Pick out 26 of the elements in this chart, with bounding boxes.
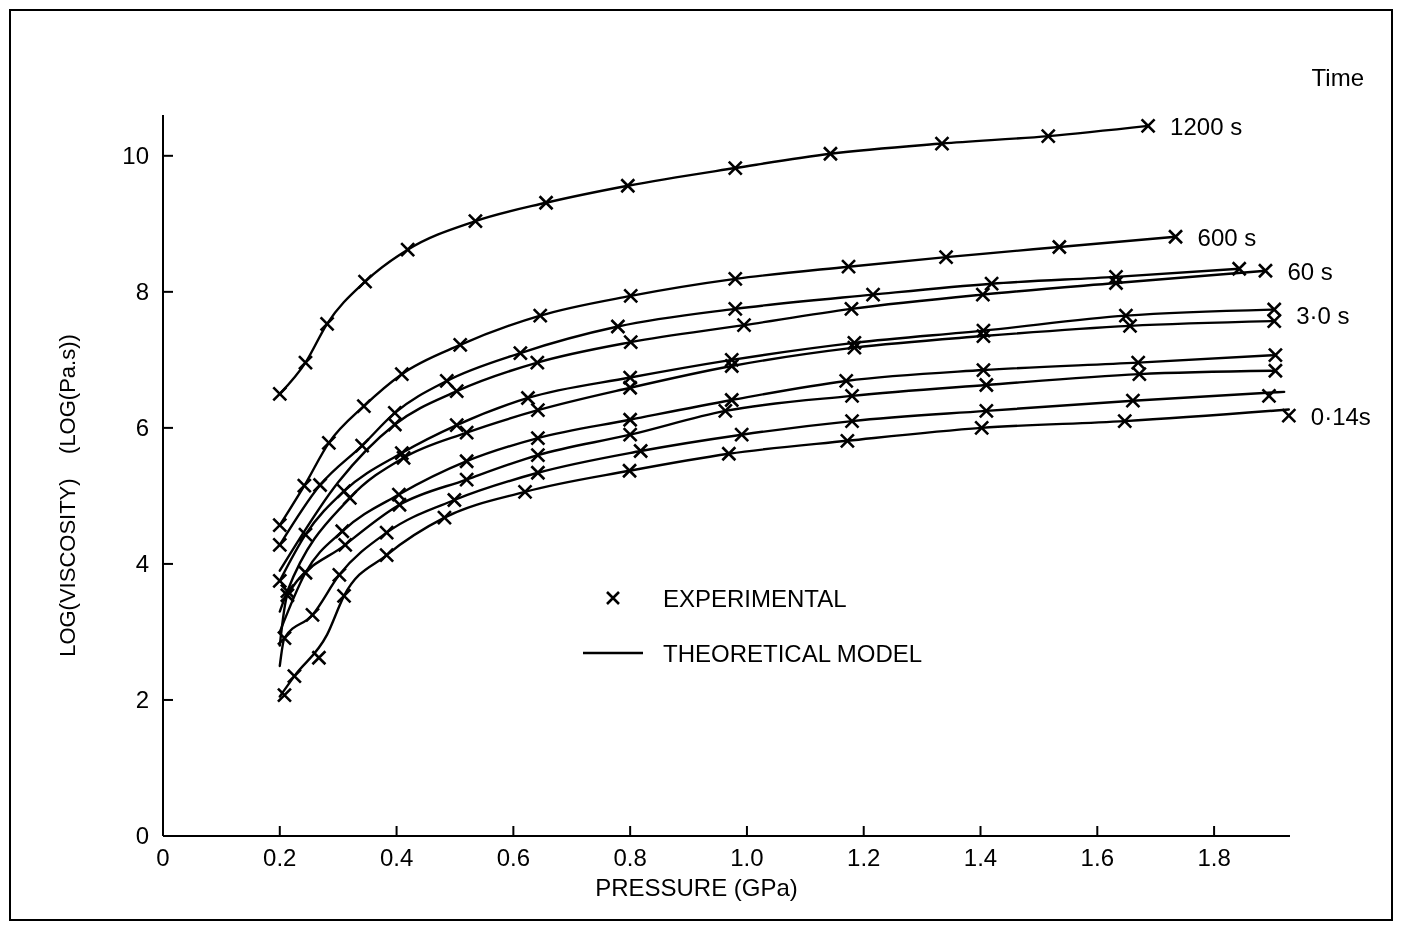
x-tick-label: 1.0 — [730, 844, 764, 871]
annotation: 600 s — [1197, 223, 1257, 251]
annotation: 3·0 s — [1296, 301, 1350, 329]
x-tick-label: 0.8 — [613, 844, 647, 871]
text: Time — [1311, 64, 1364, 91]
annotation: 0·14s — [1310, 402, 1371, 430]
x-tick-label: 0.2 — [263, 844, 297, 871]
x-tick-label: 1.6 — [1080, 844, 1114, 871]
x-tick-label: 0.6 — [496, 844, 531, 871]
x-tick-label: 1.8 — [1197, 844, 1231, 871]
annotation: 1200 s — [1170, 112, 1243, 140]
x-tick-label: 0 — [156, 844, 170, 871]
y-tick-label: 2 — [135, 685, 149, 713]
x-tick-label: 0.4 — [379, 844, 414, 871]
y-axis-title: LOG(VISCOSITY) (LOG(Pa.s)) — [55, 334, 80, 657]
y-tick-label: 0 — [135, 822, 149, 849]
y-tick-label: 8 — [135, 277, 149, 305]
x-tick-label: 1.2 — [847, 844, 881, 871]
legend-label: THEORETICAL MODEL — [663, 640, 923, 667]
x-axis-title: PRESSURE (GPa) — [595, 874, 798, 901]
y-tick-label: 10 — [122, 141, 149, 169]
x-tick-label: 1.4 — [963, 844, 998, 871]
y-tick-label: 4 — [135, 549, 149, 577]
legend-label: EXPERIMENTAL — [663, 585, 847, 612]
annotation: 60 s — [1287, 257, 1333, 285]
y-tick-label: 6 — [135, 413, 149, 441]
